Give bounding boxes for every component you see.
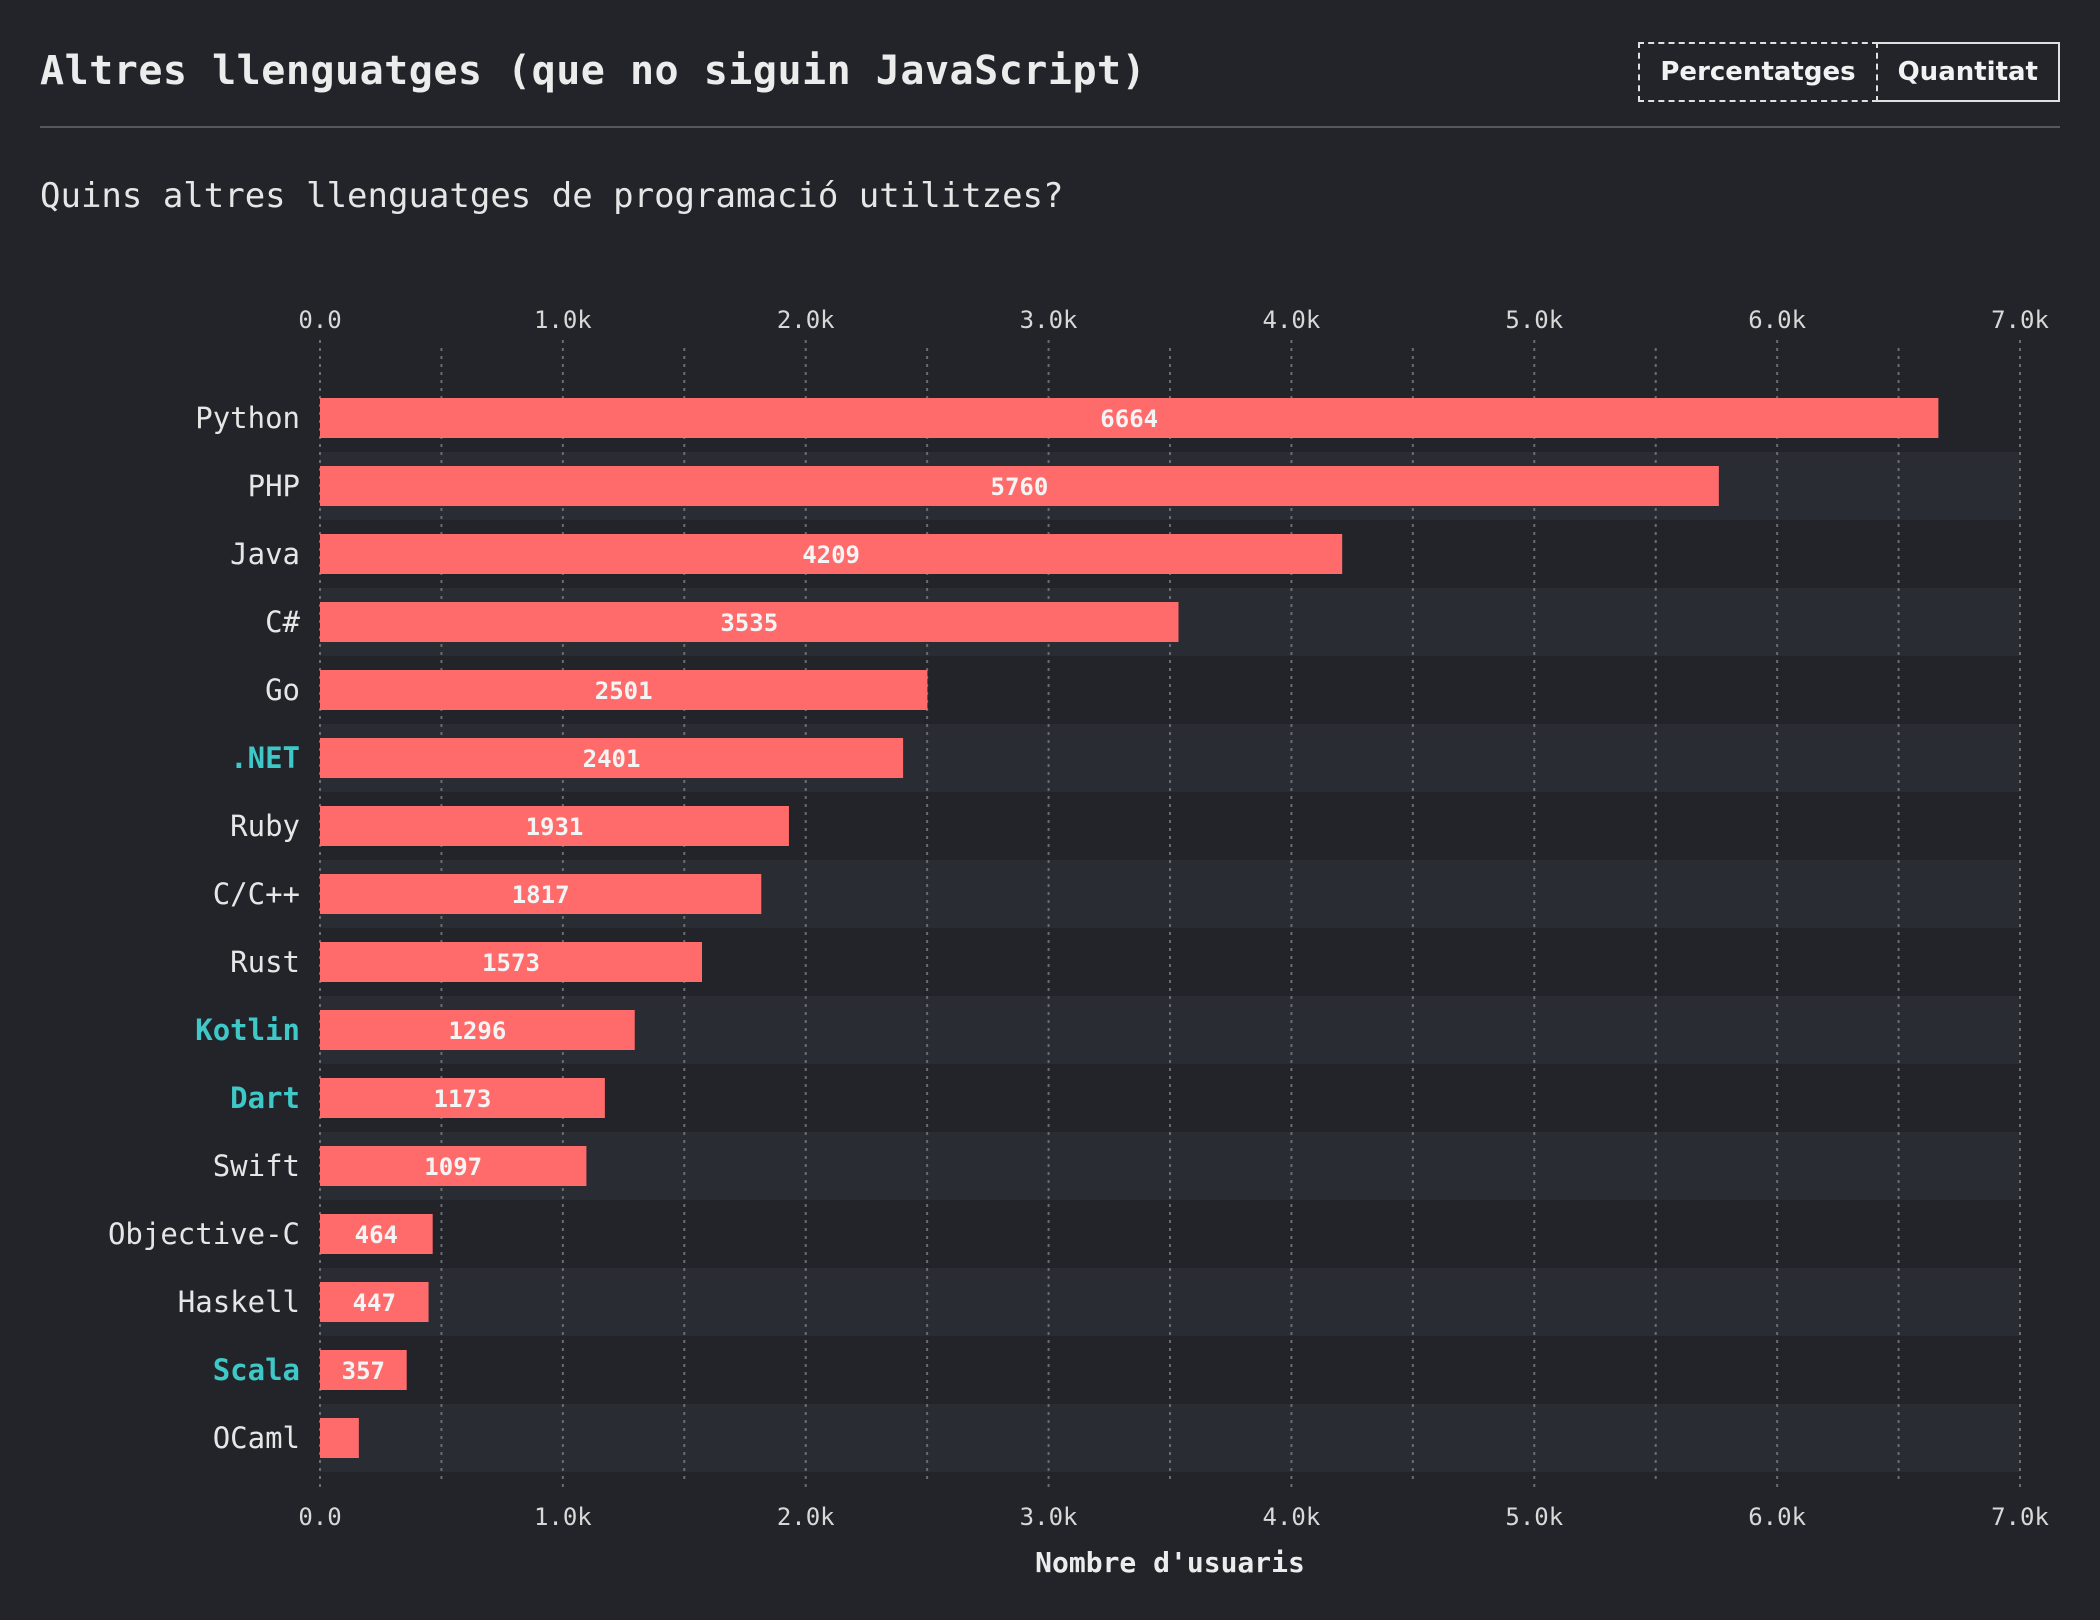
bar-13: [320, 1282, 429, 1322]
x-tick-label-bottom: 0.0: [298, 1503, 341, 1531]
x-tick-label-top: 7.0k: [1991, 306, 2049, 334]
category-label: Scala: [213, 1353, 300, 1387]
bar-12: [320, 1214, 433, 1254]
bar-9: [320, 1010, 635, 1050]
category-label: Python: [195, 401, 300, 435]
x-tick-label-top: 3.0k: [1020, 306, 1078, 334]
bar-14: [320, 1350, 407, 1390]
x-tick-label-top: 4.0k: [1263, 306, 1321, 334]
x-tick-label-top: 6.0k: [1748, 306, 1806, 334]
category-label: Kotlin: [195, 1013, 300, 1047]
category-label: Swift: [213, 1149, 300, 1183]
value-label: 6664: [1100, 405, 1158, 433]
x-axis-title: Nombre d'usuaris: [1035, 1546, 1305, 1579]
value-label: 4209: [802, 541, 860, 569]
bar-3: [320, 602, 1179, 642]
x-tick-label-bottom: 4.0k: [1263, 1503, 1321, 1531]
count-toggle-button[interactable]: Quantitat: [1877, 42, 2060, 102]
category-label: Haskell: [178, 1285, 300, 1319]
category-label: C#: [265, 605, 300, 639]
value-label: 1573: [482, 949, 540, 977]
question-text: Quins altres llenguatges de programació …: [40, 176, 1064, 216]
value-label: 357: [342, 1357, 385, 1385]
value-label: 2501: [595, 677, 653, 705]
category-label: OCaml: [213, 1421, 300, 1455]
category-label: Rust: [230, 945, 300, 979]
value-label: 5760: [991, 473, 1049, 501]
value-label: 464: [355, 1221, 398, 1249]
bar-0: [320, 398, 1939, 438]
value-label: 1817: [512, 881, 570, 909]
chart-header: Altres llenguatges (que no siguin JavaSc…: [40, 30, 2060, 128]
bar-chart: 0.0 0.0 1.0k 1.0k 2.0k 2.0k 3.0k 3.0k 4.0k 4.0k 5.…: [108, 306, 2050, 1579]
category-label: Go: [265, 673, 300, 707]
value-label: 3535: [720, 609, 778, 637]
value-label: 1296: [448, 1017, 506, 1045]
value-label: 1931: [526, 813, 584, 841]
view-mode-toggle: Percentatges Quantitat: [1638, 42, 2060, 102]
bar-7: [320, 874, 762, 914]
bar-8: [320, 942, 703, 982]
category-label: Objective-C: [108, 1217, 300, 1251]
x-tick-label-bottom: 7.0k: [1991, 1503, 2049, 1531]
x-tick-label-bottom: 5.0k: [1505, 1503, 1563, 1531]
x-tick-label-bottom: 6.0k: [1748, 1503, 1806, 1531]
category-label: Dart: [230, 1081, 300, 1115]
bar-11: [320, 1146, 587, 1186]
percentages-toggle-button[interactable]: Percentatges: [1638, 42, 1878, 102]
bar-6: [320, 806, 789, 846]
category-label: C/C++: [213, 877, 300, 911]
bar-2: [320, 534, 1343, 574]
value-label: 447: [353, 1289, 396, 1317]
bar-5: [320, 738, 904, 778]
x-tick-label-top: 2.0k: [777, 306, 835, 334]
value-label: 1173: [434, 1085, 492, 1113]
x-tick-label-top: 0.0: [298, 306, 341, 334]
x-tick-label-bottom: 2.0k: [777, 1503, 835, 1531]
x-tick-label-bottom: 3.0k: [1020, 1503, 1078, 1531]
bar-15: [320, 1418, 359, 1458]
bar-1: [320, 466, 1719, 506]
category-label: PHP: [248, 469, 300, 503]
category-label: Ruby: [230, 809, 300, 843]
bar-4: [320, 670, 928, 710]
category-label: .NET: [230, 741, 300, 775]
bar-10: [320, 1078, 605, 1118]
category-label: Java: [230, 537, 300, 571]
chart-title: Altres llenguatges (que no siguin JavaSc…: [40, 48, 1147, 94]
value-label: 1097: [424, 1153, 482, 1181]
value-label: 2401: [583, 745, 641, 773]
x-tick-label-bottom: 1.0k: [534, 1503, 592, 1531]
x-tick-label-top: 1.0k: [534, 306, 592, 334]
x-tick-label-top: 5.0k: [1505, 306, 1563, 334]
